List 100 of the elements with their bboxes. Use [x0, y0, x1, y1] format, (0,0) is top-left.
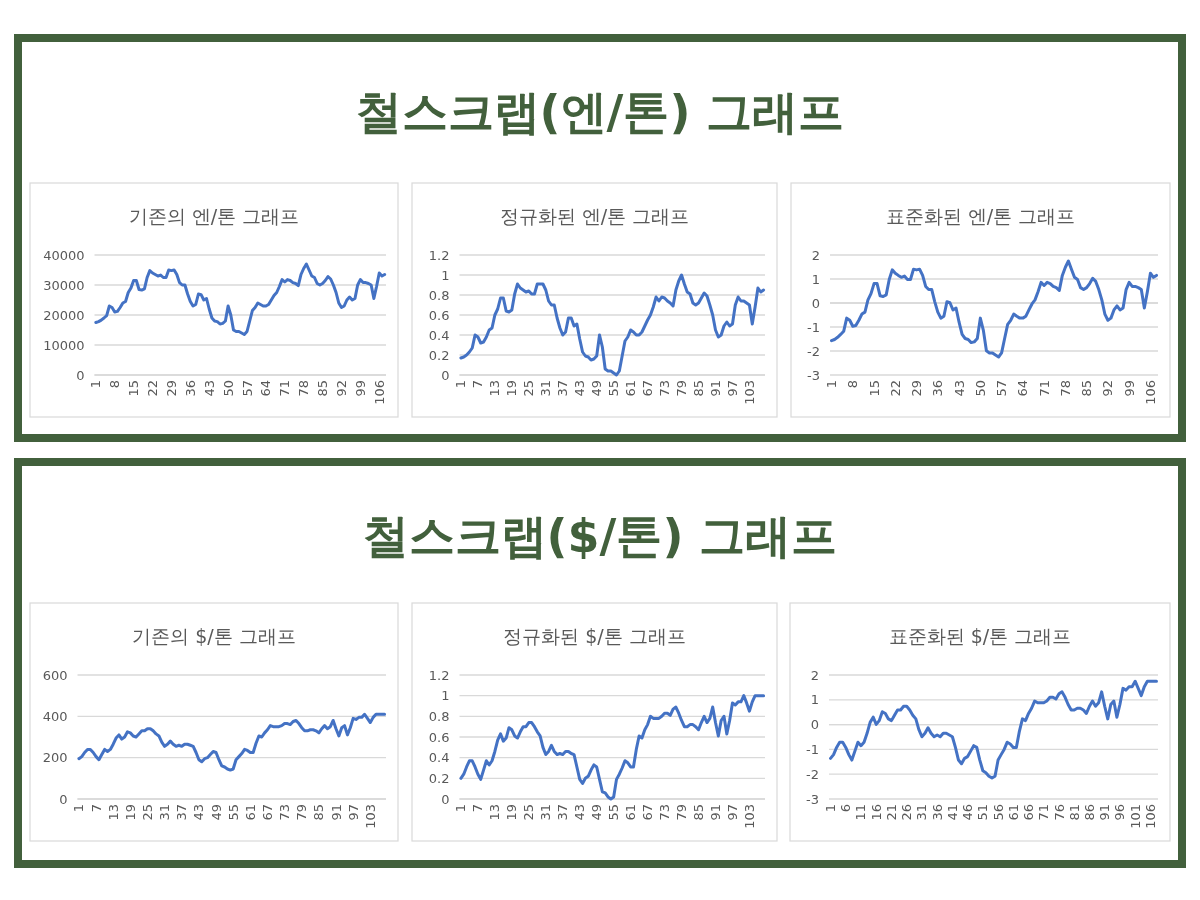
y-tick-label: 0.4	[428, 750, 450, 766]
x-tick-label: 106	[1142, 804, 1158, 829]
y-tick-label: 0.6	[428, 729, 450, 745]
title: 정규화된 $/톤 그래프	[503, 625, 686, 647]
y-tick-label: 0.6	[428, 307, 450, 323]
x-tick-label: 43	[951, 380, 967, 397]
x-tick-label: 97	[724, 380, 740, 397]
y-tick-label: 2	[811, 247, 820, 263]
x-tick-label: 1	[453, 804, 469, 813]
x-tick-label: 55	[606, 804, 622, 821]
x-tick-label: 92	[1100, 380, 1116, 397]
y-tick-label: 10000	[43, 337, 85, 353]
x-tick-label: 25	[521, 804, 537, 821]
x-tick-label: 1	[453, 380, 469, 389]
x-tick-label: 91	[328, 804, 344, 821]
x-tick-label: 21	[883, 804, 899, 821]
y-tick-label: 0.4	[428, 327, 450, 343]
x-tick-label: 1	[823, 804, 839, 813]
y-tick-label: 1	[441, 267, 450, 283]
x-tick-label: 61	[623, 804, 639, 821]
y-tick-label: 1	[441, 688, 450, 704]
x-tick-label: 43	[191, 804, 207, 821]
x-tick-label: 19	[122, 804, 138, 821]
y-tick-label: 0.8	[428, 287, 450, 303]
y-tick-label: -1	[806, 741, 819, 757]
x-tick-label: 61	[623, 380, 639, 397]
title: 기존의 엔/톤 그래프	[128, 205, 300, 227]
title: 기존의 $/톤 그래프	[132, 625, 296, 647]
x-tick-label: 79	[294, 804, 310, 821]
title: 표준화된 $/톤 그래프	[888, 625, 1072, 647]
y-tick-label: -3	[807, 367, 820, 383]
x-tick-label: 91	[1097, 804, 1113, 821]
x-tick-label: 57	[239, 380, 255, 397]
x-tick-label: 29	[909, 380, 925, 397]
x-tick-label: 103	[741, 380, 757, 405]
x-tick-label: 103	[741, 804, 757, 829]
y-tick-label: 600	[42, 667, 68, 683]
x-tick-label: 103	[362, 804, 378, 829]
x-tick-label: 41	[944, 804, 960, 821]
x-tick-label: 61	[1005, 804, 1021, 821]
y-tick-label: 0	[76, 367, 85, 383]
y-tick-label: 0.2	[428, 347, 450, 363]
heading: 철스크랩(엔/톤) 그래프	[355, 85, 845, 139]
x-tick-label: 85	[315, 380, 331, 397]
x-tick-label: 22	[145, 380, 161, 397]
x-tick-label: 86	[1081, 804, 1097, 821]
x-tick-label: 31	[538, 804, 554, 821]
x-tick-label: 50	[220, 380, 236, 397]
y-tick-label: 1	[810, 692, 819, 708]
x-tick-label: 22	[887, 380, 903, 397]
x-tick-label: 43	[572, 804, 588, 821]
x-tick-label: 61	[242, 804, 258, 821]
y-tick-label: 0	[811, 295, 820, 311]
x-tick-label: 49	[589, 804, 605, 821]
x-tick-label: 79	[674, 380, 690, 397]
x-tick-label: 91	[708, 380, 723, 397]
y-tick-label: 30000	[43, 277, 85, 293]
y-tick-label: 2	[810, 667, 819, 683]
x-tick-label: 25	[521, 380, 537, 397]
x-tick-label: 67	[259, 804, 275, 821]
heading: 철스크랩($/톤) 그래프	[362, 509, 838, 563]
x-tick-label: 85	[1079, 380, 1095, 397]
x-tick-label: 7	[470, 380, 486, 389]
x-tick-label: 99	[352, 380, 368, 397]
x-tick-label: 76	[1051, 804, 1067, 821]
x-tick-label: 31	[538, 380, 554, 397]
x-tick-label: 51	[975, 804, 991, 821]
x-tick-label: 13	[487, 380, 503, 397]
x-tick-label: 55	[225, 804, 241, 821]
y-tick-label: 1.2	[428, 247, 450, 263]
x-tick-label: 97	[345, 804, 361, 821]
x-tick-label: 73	[657, 804, 673, 821]
x-tick-label: 7	[470, 804, 486, 813]
y-tick-label: -3	[806, 791, 819, 807]
x-tick-label: 36	[182, 380, 198, 397]
y-tick-label: 1.2	[428, 667, 450, 683]
title: 표준화된 엔/톤 그래프	[885, 205, 1076, 227]
x-tick-label: 8	[845, 380, 861, 389]
x-tick-label: 37	[555, 380, 571, 397]
x-tick-label: 19	[504, 804, 520, 821]
x-tick-label: 85	[691, 804, 707, 821]
x-tick-label: 37	[174, 804, 190, 821]
x-tick-label: 73	[657, 380, 673, 397]
x-tick-label: 13	[105, 804, 121, 821]
x-tick-label: 49	[208, 804, 224, 821]
x-tick-label: 36	[930, 380, 946, 397]
x-tick-label: 97	[724, 804, 740, 821]
x-tick-label: 29	[163, 380, 179, 397]
y-tick-label: 0	[441, 791, 450, 807]
x-tick-label: 67	[640, 380, 656, 397]
x-tick-label: 6	[838, 804, 854, 813]
x-tick-label: 81	[1066, 804, 1082, 821]
x-tick-label: 37	[555, 804, 571, 821]
x-tick-label: 64	[258, 380, 274, 397]
x-tick-label: 91	[708, 804, 723, 821]
x-tick-label: 31	[914, 804, 930, 821]
x-tick-label: 99	[1121, 380, 1137, 397]
x-tick-label: 50	[972, 380, 988, 397]
x-tick-label: 16	[868, 804, 884, 821]
x-tick-label: 78	[296, 380, 312, 397]
